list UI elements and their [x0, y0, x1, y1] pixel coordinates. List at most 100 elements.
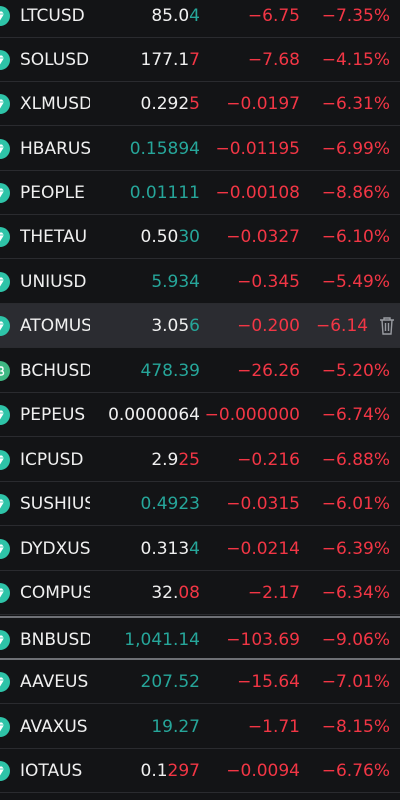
- last-price-main: 0.15894: [129, 139, 200, 159]
- last-price: 0.3134: [92, 527, 201, 571]
- watchlist-row[interactable]: PEOPLE 0.01111 −0.00108 −8.86%: [0, 171, 400, 215]
- symbol-label: BCHUSD: [20, 361, 90, 381]
- watchlist-row[interactable]: PEPEUS 0.0000064 −0.000000 −6.74%: [0, 393, 400, 437]
- last-price-tail: 08: [178, 583, 200, 603]
- symbol-label: PEPEUS: [20, 405, 86, 425]
- change-percent: −5.20%: [321, 361, 390, 381]
- last-price: 0.0000064: [92, 393, 200, 437]
- watchlist-row[interactable]: LTCUSD 85.04 −6.75 −7.35%: [0, 0, 400, 38]
- last-price: 32.08: [92, 571, 200, 615]
- change-value: −0.345: [237, 272, 300, 292]
- trash-icon[interactable]: [378, 316, 396, 336]
- last-price: 0.15894: [92, 127, 200, 171]
- change-percent: −5.49%: [321, 272, 390, 292]
- last-price: 85.04: [92, 0, 200, 38]
- last-price-main: 0.292: [140, 94, 190, 114]
- change-percent: −9.06%: [321, 630, 390, 650]
- watchlist-row[interactable]: IOTAUS 0.1297 −0.0094 −6.76%: [0, 749, 400, 793]
- watchlist-row[interactable]: AAVEUS 207.52 −15.64 −7.01%: [0, 660, 400, 704]
- bitcoin-cash-icon: [0, 361, 10, 381]
- change-percent: −6.10%: [321, 227, 390, 247]
- last-price-main: 0.01111: [129, 183, 200, 203]
- symbol-label: HBARUS: [20, 139, 90, 159]
- last-price-main: 0.0000064: [108, 405, 200, 425]
- symbol-label: THETAU: [20, 227, 88, 247]
- crypto-coin-icon: [0, 717, 10, 737]
- change-value: −0.216: [237, 450, 300, 470]
- change-percent: −6.39%: [321, 539, 390, 559]
- change-percent: −6.74%: [321, 405, 390, 425]
- change-percent: −8.15%: [321, 717, 390, 737]
- watchlist-row[interactable]: BCHUSD 478.39 −26.26 −5.20%: [0, 349, 400, 393]
- watchlist-row[interactable]: HBARUS 0.15894 −0.01195 −6.99%: [0, 127, 400, 171]
- crypto-coin-icon: [0, 272, 10, 292]
- last-price: 19.27: [92, 705, 200, 749]
- watchlist-row[interactable]: THETAU 0.5030 −0.0327 −6.10%: [0, 215, 400, 259]
- change-value: −0.0327: [226, 227, 300, 247]
- last-price: 5.934: [92, 260, 200, 304]
- change-percent: −6.99%: [321, 139, 390, 159]
- change-percent: −4.15%: [321, 50, 390, 70]
- last-price-tail: 7: [189, 50, 200, 70]
- watchlist-row[interactable]: BNBUSD 1,041.14 −103.69 −9.06%: [0, 616, 400, 660]
- last-price-main: 177.1: [140, 50, 190, 70]
- change-value: −26.26: [237, 361, 300, 381]
- last-price-main: 478.39: [140, 361, 200, 381]
- watchlist-row[interactable]: UNIUSD 5.934 −0.345 −5.49%: [0, 260, 400, 304]
- change-percent: −6.88%: [321, 450, 390, 470]
- symbol-label: ICPUSD: [20, 450, 84, 470]
- change-value: −0.00108: [215, 183, 300, 203]
- last-price-main: 2.9: [151, 450, 179, 470]
- change-percent: −6.31%: [321, 94, 390, 114]
- watchlist-row[interactable]: ICPUSD 2.925 −0.216 −6.88%: [0, 438, 400, 482]
- crypto-coin-icon: [0, 94, 10, 114]
- change-percent: −7.35%: [321, 6, 390, 26]
- change-value: −15.64: [237, 672, 300, 692]
- last-price-main: 0.50: [140, 227, 179, 247]
- symbol-label: SOLUSD: [20, 50, 90, 70]
- crypto-coin-icon: [0, 761, 10, 781]
- last-price: 207.52: [92, 660, 200, 704]
- watchlist-row[interactable]: COMPUS 32.08 −2.17 −6.34%: [0, 571, 400, 615]
- last-price-main: 32.: [151, 583, 179, 603]
- watchlist-row[interactable]: ATOMUS 3.056 −0.200 −6.14: [0, 304, 400, 348]
- last-price-main: 19.27: [151, 717, 200, 737]
- last-price-main: 85.0: [151, 6, 190, 26]
- last-price: 3.056: [92, 304, 200, 348]
- watchlist-row[interactable]: XLMUSD 0.2925 −0.0197 −6.31%: [0, 82, 400, 126]
- crypto-coin-icon: [0, 183, 10, 203]
- symbol-label: LTCUSD: [20, 6, 85, 26]
- crypto-coin-icon: [0, 227, 10, 247]
- last-price-main: 0.313: [140, 539, 190, 559]
- last-price-main: 207.52: [140, 672, 200, 692]
- crypto-coin-icon: [0, 50, 10, 70]
- symbol-label: COMPUS: [20, 583, 90, 603]
- change-value: −0.01195: [215, 139, 300, 159]
- change-percent: −6.76%: [321, 761, 390, 781]
- crypto-coin-icon: [0, 139, 10, 159]
- change-value: −7.68: [247, 50, 300, 70]
- watchlist-row[interactable]: DYDXUS 0.3134 −0.0214 −6.39%: [0, 527, 400, 571]
- change-value: −0.000000: [204, 405, 300, 425]
- crypto-coin-icon: [0, 450, 10, 470]
- watchlist-row[interactable]: SUSHIUS 0.4923 −0.0315 −6.01%: [0, 482, 400, 526]
- symbol-label: DYDXUS: [20, 539, 90, 559]
- last-price: 2.925: [92, 438, 200, 482]
- change-value: −1.71: [247, 717, 300, 737]
- watchlist-row[interactable]: SOLUSD 177.17 −7.68 −4.15%: [0, 38, 400, 82]
- last-price-tail: 4: [189, 539, 200, 559]
- last-price-main: 5.934: [151, 272, 200, 292]
- last-price: 478.39: [92, 349, 200, 393]
- symbol-label: IOTAUS: [20, 761, 83, 781]
- last-price-main: 0.4923: [140, 494, 200, 514]
- change-value: −0.0214: [226, 539, 300, 559]
- last-price: 0.4923: [92, 482, 200, 526]
- watchlist-row[interactable]: AVAXUS 19.27 −1.71 −8.15%: [0, 705, 400, 749]
- crypto-coin-icon: [0, 630, 10, 650]
- change-value: −103.69: [226, 630, 300, 650]
- last-price: 0.01111: [92, 171, 200, 215]
- change-percent: −6.34%: [321, 583, 390, 603]
- symbol-label: UNIUSD: [20, 272, 87, 292]
- last-price-main: 1,041.14: [124, 630, 200, 650]
